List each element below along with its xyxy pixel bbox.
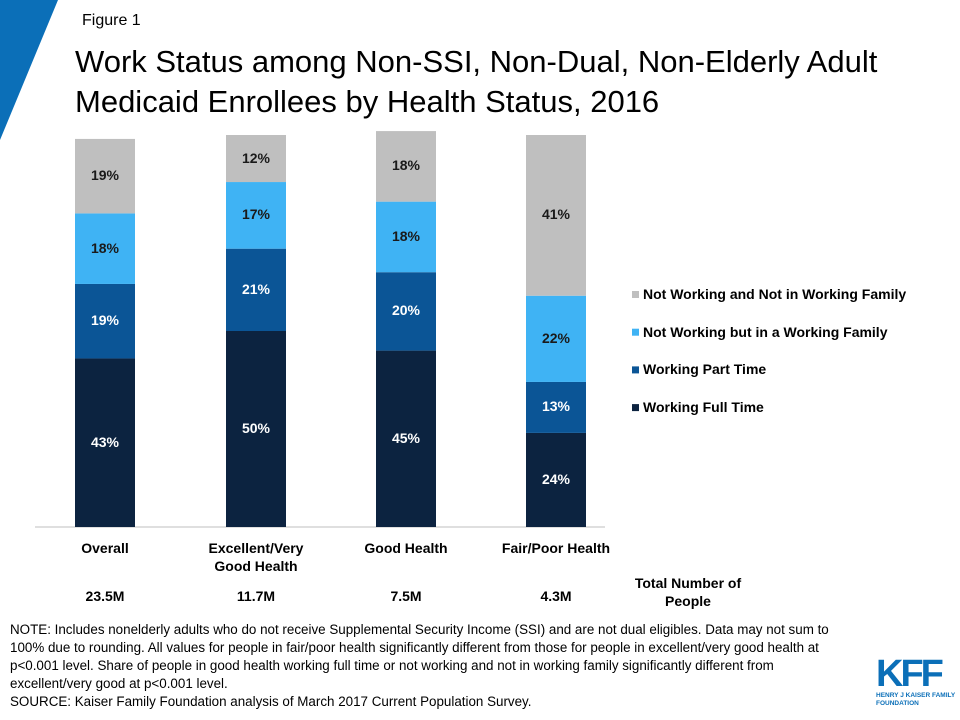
x-tick-label: Good Health: [364, 540, 448, 556]
legend-swatch: [632, 404, 639, 412]
source-text: SOURCE: Kaiser Family Foundation analysi…: [10, 694, 532, 709]
legend-swatch: [632, 291, 639, 298]
value-label: 17%: [241, 206, 271, 223]
value-label: 19%: [90, 167, 120, 184]
bar-segment: [526, 135, 586, 296]
value-label: 19%: [90, 312, 120, 329]
legend-label: Not Working but in a Working Family: [643, 323, 888, 340]
figure-label: Figure 1: [82, 12, 141, 29]
bar-segment: [226, 331, 286, 527]
legend-label: Working Full Time: [643, 399, 764, 416]
bar-segment: [75, 213, 135, 284]
logo-subtitle: HENRY J KAISER FAMILY FOUNDATION: [876, 692, 956, 707]
value-label: 13%: [541, 398, 571, 415]
value-label: 43%: [90, 433, 120, 450]
total-label: 11.7M: [236, 588, 276, 604]
value-label: 22%: [541, 329, 571, 346]
legend-label: Not Working and Not in Working Family: [643, 286, 907, 302]
value-label: 50%: [241, 420, 271, 436]
legend-swatch: [632, 366, 639, 374]
x-tick-label: Overall: [81, 540, 129, 556]
legend-swatch: [632, 328, 639, 336]
legend-label: Working Part Time: [643, 361, 767, 378]
bar-segment: [75, 138, 135, 214]
total-label: 4.3M: [540, 588, 572, 604]
bar-segment: [526, 295, 586, 382]
value-label: 45%: [391, 429, 421, 446]
note-text: NOTE: Includes nonelderly adults who do …: [10, 622, 829, 691]
total-label: 23.5M: [85, 588, 125, 604]
bar-segment: [376, 201, 436, 273]
value-label: 18%: [90, 239, 120, 256]
bar-segment: [376, 350, 436, 527]
corner-accent: [0, 0, 58, 140]
bar-segment: [75, 283, 135, 359]
logo: KFF: [876, 653, 944, 695]
bar-segment: [226, 248, 286, 331]
value-label: 21%: [241, 280, 271, 297]
bar-segment: [376, 131, 436, 202]
bar-segment: [526, 381, 586, 433]
value-label: 20%: [391, 302, 421, 319]
bar-segment: [226, 182, 286, 249]
bar-segment: [526, 432, 586, 527]
total-label: 7.5M: [390, 588, 422, 604]
x-tick-label: Fair/Poor Health: [501, 540, 611, 556]
chart-title: Work Status among Non-SSI, Non-Dual, Non…: [75, 44, 878, 119]
value-label: 41%: [541, 206, 571, 223]
x-tick-label: Excellent/Very Good Health: [208, 540, 304, 574]
value-label: 24%: [541, 470, 571, 487]
note: NOTE: Includes nonelderly adults who do …: [10, 621, 855, 711]
totals-heading: Total Number of People: [634, 575, 742, 609]
bar-segment: [226, 135, 286, 183]
bar-segment: [75, 358, 135, 527]
value-label: 12%: [241, 149, 271, 166]
value-label: 18%: [391, 157, 421, 174]
bar-segment: [376, 272, 436, 351]
value-label: 18%: [391, 227, 421, 244]
